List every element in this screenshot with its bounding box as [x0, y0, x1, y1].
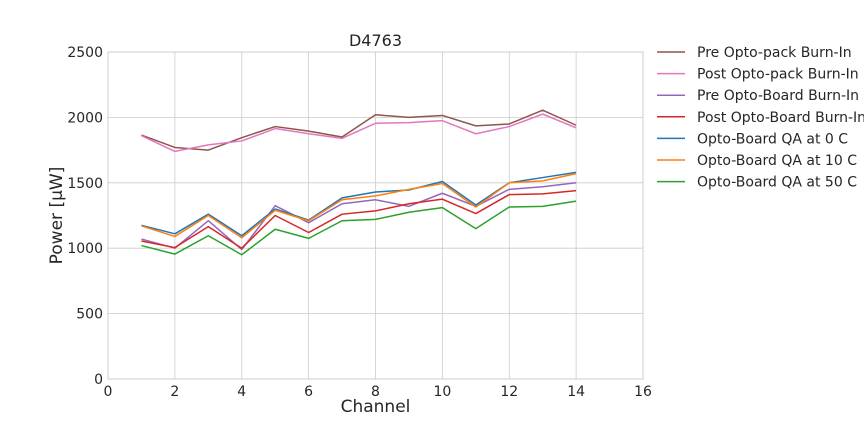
series-line-5: [141, 171, 577, 237]
series-line-3: [141, 182, 577, 251]
y-tick-label: 0: [94, 372, 103, 388]
legend-label: Pre Opto-Board Burn-In: [697, 88, 859, 104]
series-lines: [141, 109, 577, 256]
legend-label: Opto-Board QA at 0 C: [697, 131, 848, 147]
series-line-2: [141, 113, 577, 153]
x-tick-label: 10: [433, 384, 451, 400]
x-tick-label: 16: [634, 384, 652, 400]
legend-label: Post Opto-pack Burn-In: [697, 67, 859, 83]
series-line-1: [141, 109, 577, 151]
legend-label: Opto-Board QA at 50 C: [697, 175, 857, 191]
grid: [107, 51, 644, 380]
legend-label: Opto-Board QA at 10 C: [697, 153, 857, 169]
x-tick-label: 12: [500, 384, 518, 400]
series-line-6: [141, 172, 577, 239]
x-tick-label: 14: [567, 384, 585, 400]
y-tick-label: 2500: [67, 45, 103, 61]
y-tick-label: 1500: [67, 176, 103, 192]
series-line-4: [141, 189, 577, 249]
x-tick-label: 0: [104, 384, 113, 400]
y-tick-label: 1000: [67, 241, 103, 257]
tick-labels: 0 2 4 6 8 10 12 14 16 0 500 1000 1500 2000 2500: [67, 45, 652, 400]
series-line-7: [141, 200, 577, 256]
x-axis-label: Channel: [341, 397, 411, 417]
y-tick-label: 500: [76, 307, 103, 323]
legend-label: Pre Opto-pack Burn-In: [697, 45, 852, 61]
legend-label: Post Opto-Board Burn-In: [697, 110, 864, 126]
x-tick-label: 2: [170, 384, 179, 400]
y-axis-label: Power [μW]: [47, 167, 67, 265]
chart-title: D4763: [349, 31, 402, 50]
x-tick-label: 6: [304, 384, 313, 400]
x-tick-label: 8: [371, 384, 380, 400]
plot-frame: [107, 51, 644, 380]
x-tick-label: 4: [237, 384, 246, 400]
y-tick-label: 2000: [67, 110, 103, 126]
legend: Pre Opto-pack Burn-In Post Opto-pack Burn…: [657, 45, 864, 191]
